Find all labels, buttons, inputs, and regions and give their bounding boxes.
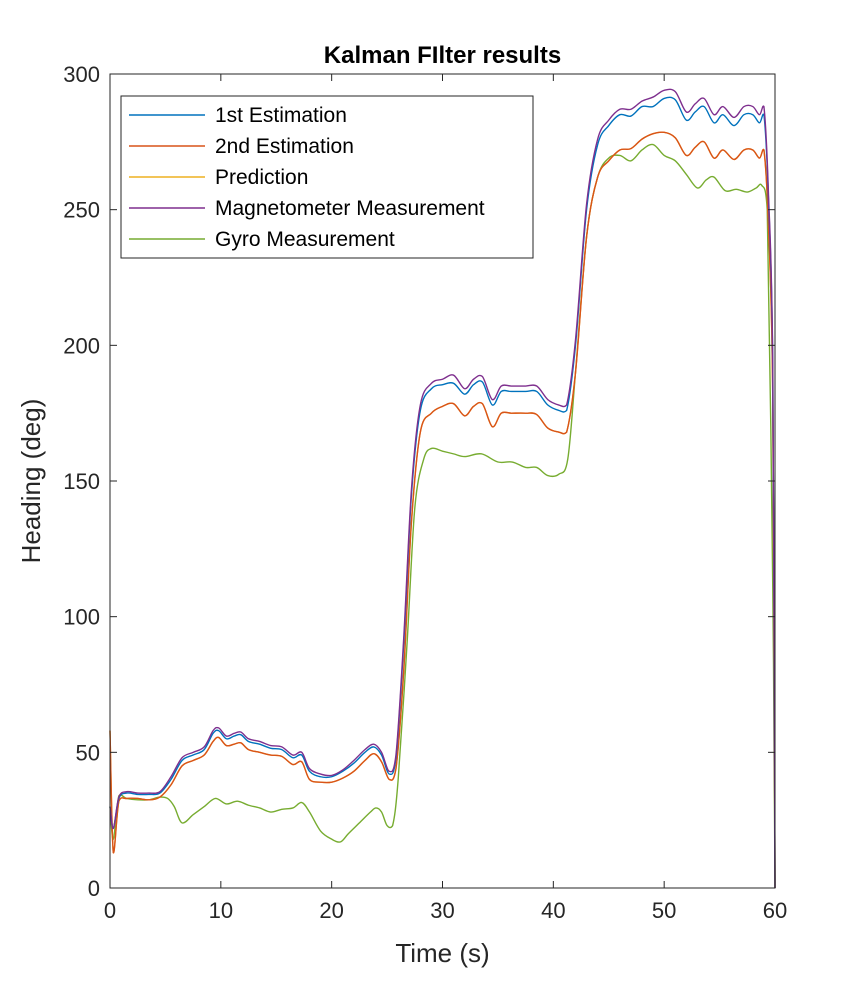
y-tick-label-2: 100 bbox=[63, 605, 100, 630]
x-axis-label: Time (s) bbox=[395, 938, 489, 968]
chart-title: Kalman FIlter results bbox=[324, 42, 561, 69]
x-tick-label-4: 40 bbox=[541, 898, 565, 923]
series-line-1 bbox=[109, 131, 776, 889]
series-line-3 bbox=[109, 88, 776, 889]
x-tick-label-2: 20 bbox=[319, 898, 343, 923]
legend-label-1: 2nd Estimation bbox=[215, 135, 354, 158]
x-tick-label-0: 0 bbox=[104, 898, 116, 923]
legend-label-3: Magnetometer Measurement bbox=[215, 197, 485, 220]
y-tick-label-3: 150 bbox=[63, 469, 100, 494]
legend: 1st Estimation 2nd Estimation Prediction Ma… bbox=[120, 95, 534, 259]
series-layer bbox=[109, 88, 776, 889]
y-tick-label-1: 50 bbox=[76, 740, 100, 765]
series-line-0 bbox=[109, 96, 776, 889]
axes-layer: 0 10 20 30 40 50 60 0 50 100 150 200 250 300 bbox=[63, 62, 787, 923]
x-tick-label-1: 10 bbox=[209, 898, 233, 923]
y-axis-label: Heading (deg) bbox=[16, 399, 46, 564]
y-tick-label-6: 300 bbox=[63, 62, 100, 87]
legend-label-2: Prediction bbox=[215, 166, 308, 189]
x-tick-label-6: 60 bbox=[763, 898, 787, 923]
y-tick-label-5: 250 bbox=[63, 198, 100, 223]
x-tick-label-5: 50 bbox=[652, 898, 676, 923]
legend-label-4: Gyro Measurement bbox=[215, 228, 395, 251]
legend-box bbox=[120, 95, 534, 259]
y-tick-label-4: 200 bbox=[63, 333, 100, 358]
x-tick-label-3: 30 bbox=[430, 898, 454, 923]
y-tick-label-0: 0 bbox=[88, 876, 100, 901]
series-line-4 bbox=[109, 143, 776, 889]
legend-label-0: 1st Estimation bbox=[215, 104, 347, 127]
